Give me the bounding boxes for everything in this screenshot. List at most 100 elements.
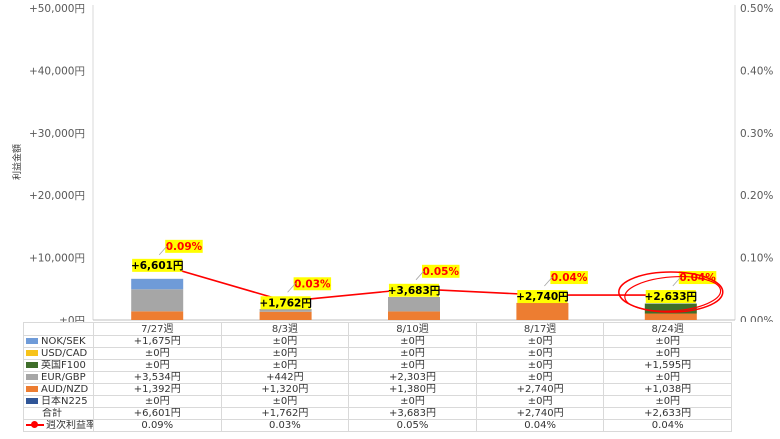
table-cell: +1,595円 (603, 359, 732, 372)
y-tick-label: +20,000円 (29, 190, 85, 202)
label-leader-line (544, 276, 553, 287)
table-cell: ±0円 (348, 395, 477, 408)
table-row: 日本N225 ±0円 ±0円 ±0円 ±0円 ±0円 (23, 395, 732, 408)
y-tick-label: ±0円 (59, 315, 85, 322)
bar-segment (516, 302, 569, 320)
table-row-key: 日本N225 (23, 395, 94, 408)
table-row-key-text: 週次利益率 (46, 420, 94, 431)
profit-chart: 利益金額 +50,000円 +40,000円 +30,000円 +20,000円 +10… (11, 3, 773, 322)
table-header-cell: 8/24週 (603, 322, 732, 336)
table-cell: ±0円 (475, 395, 605, 408)
table-cell: +3,683円 (348, 407, 477, 420)
total-data-label: +2,633円 (645, 291, 698, 303)
table-cell: +442円 (220, 371, 350, 384)
legend-swatch (26, 362, 38, 368)
table-cell: +6,601円 (93, 407, 222, 420)
table-cell: +1,320円 (220, 383, 350, 396)
highlight-circle (618, 271, 724, 313)
rate-data-label-bg (550, 271, 588, 285)
bar-segment (388, 311, 440, 320)
table-cell: ±0円 (348, 335, 477, 348)
total-data-label-bg (517, 290, 568, 304)
table-cell: 0.03% (220, 419, 350, 432)
table-header-cell: 7/27週 (93, 322, 222, 336)
table-row: 週次利益率 0.09% 0.03% 0.05% 0.04% 0.04% (23, 419, 732, 432)
table-header-cell: 8/17週 (475, 322, 605, 336)
table-cell: ±0円 (220, 335, 350, 348)
total-data-label-bg (260, 296, 311, 310)
table-cell: +3,534円 (93, 371, 222, 384)
table-row-key: USD/CAD (23, 347, 94, 360)
table-cell: ±0円 (348, 359, 477, 372)
label-group: +6,601円 +1,762円 +3,683円 +2,740円 +2,633円 0.09%… (131, 239, 717, 310)
table-header-row: 7/27週 8/3週 8/10週 8/17週 8/24週 (23, 322, 732, 336)
legend-swatch (26, 350, 38, 356)
table-row-key: 合計 (23, 407, 94, 420)
rate-data-label-bg (165, 239, 203, 253)
table-cell: +1,762円 (220, 407, 350, 420)
total-data-label-bg (132, 258, 183, 272)
legend-swatch (26, 374, 38, 380)
table-cell: ±0円 (603, 347, 732, 360)
table-cell: +1,038円 (603, 383, 732, 396)
label-leader-line (415, 270, 425, 281)
bar-group (131, 278, 697, 320)
y2-tick-label: 0.50% (740, 3, 773, 15)
rate-data-label: 0.09% (166, 241, 203, 253)
table-cell: +1,380円 (348, 383, 477, 396)
table-corner (23, 322, 94, 336)
table-row: USD/CAD ±0円 ±0円 ±0円 ±0円 ±0円 (23, 347, 732, 360)
total-data-label-bg (388, 283, 440, 297)
legend-swatch (26, 338, 38, 344)
legend-swatch (26, 398, 38, 404)
bar-segment (644, 303, 697, 314)
table-row-key-text: AUD/NZD (41, 384, 89, 395)
table-cell: ±0円 (93, 347, 222, 360)
bar-segment (131, 311, 184, 320)
table-cell: +2,740円 (475, 407, 605, 420)
y2-tick-label: 0.40% (740, 65, 773, 77)
rate-data-label-bg (422, 264, 460, 278)
y2-tick-label: 0.30% (740, 128, 773, 140)
table-cell: +1,675円 (93, 335, 222, 348)
rate-data-label: 0.04% (551, 272, 588, 284)
bar-segment (259, 309, 312, 312)
label-leader-line (672, 276, 682, 287)
table-row-key-text: 日本N225 (41, 396, 88, 407)
table-cell: 0.04% (603, 419, 732, 432)
y2-tick-label: 0.20% (740, 190, 773, 202)
table-cell: +2,303円 (348, 371, 477, 384)
table-row: 合計 +6,601円 +1,762円 +3,683円 +2,740円 +2,633円 (23, 407, 732, 420)
y-tick-label: +40,000円 (29, 65, 85, 77)
table-cell: +2,633円 (603, 407, 732, 420)
table-cell: ±0円 (220, 359, 350, 372)
y2-tick-label: 0.10% (740, 253, 773, 265)
y-axis-label: 利益金額 (11, 144, 23, 180)
table-cell: 0.09% (93, 419, 222, 432)
highlight-circle-group (618, 271, 724, 313)
highlight-circle (624, 276, 722, 312)
table-header-cell: 8/10週 (348, 322, 477, 336)
table-row-key: 週次利益率 (23, 419, 94, 432)
table-row-key-text: EUR/GBP (41, 372, 86, 383)
table-cell: 0.05% (348, 419, 477, 432)
table-header-cell: 8/3週 (220, 322, 350, 336)
total-data-label: +3,683円 (388, 285, 441, 297)
table-cell: ±0円 (475, 359, 605, 372)
bar-segment (259, 311, 312, 320)
table-cell: ±0円 (93, 359, 222, 372)
table-cell: ±0円 (475, 347, 605, 360)
table-row-key-text: NOK/SEK (41, 336, 86, 347)
bar-segment (131, 278, 184, 290)
table-row-key-text: 英国F100 (41, 360, 86, 371)
table-row: NOK/SEK +1,675円 ±0円 ±0円 ±0円 ±0円 (23, 335, 732, 348)
rate-data-label: 0.03% (294, 278, 331, 290)
bar-segment (644, 313, 697, 320)
table-cell: ±0円 (348, 347, 477, 360)
legend-swatch (26, 386, 38, 392)
table-cell: ±0円 (475, 371, 605, 384)
bar-segment (388, 297, 440, 312)
table-row-key: EUR/GBP (23, 371, 94, 384)
bar-segment (131, 289, 184, 312)
table-cell: ±0円 (603, 371, 732, 384)
